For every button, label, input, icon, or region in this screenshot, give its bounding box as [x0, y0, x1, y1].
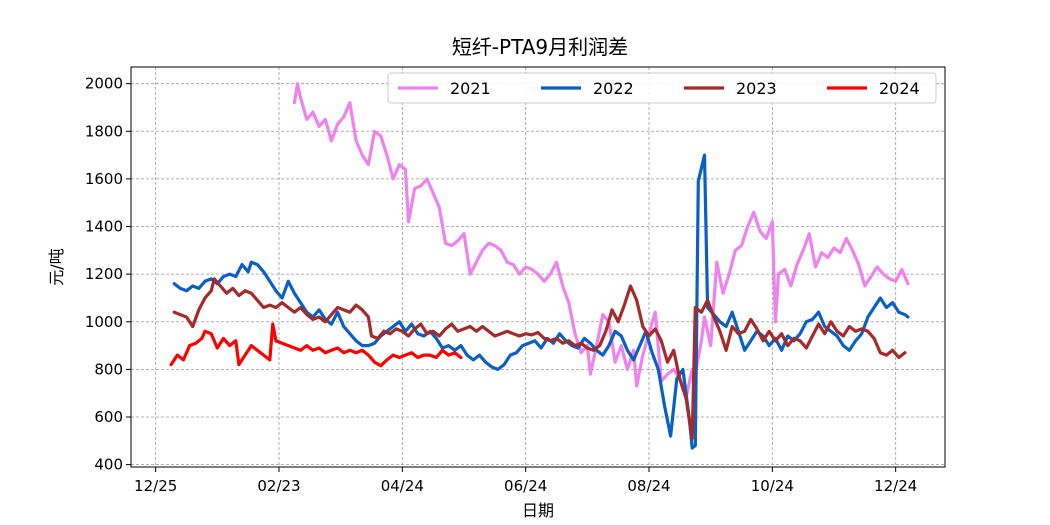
series-line-2024 — [169, 322, 463, 368]
legend-label-2021: 2021 — [450, 79, 491, 98]
x-axis-ticks: 12/25 02/23 04/24 06/24 08/24 10/24 12/24 — [134, 467, 917, 495]
x-tick-label: 08/24 — [627, 477, 670, 495]
x-tick-label: 12/25 — [134, 477, 177, 495]
legend-box — [387, 72, 937, 104]
x-axis-title: 日期 — [522, 501, 554, 520]
legend-label-2022: 2022 — [593, 79, 634, 98]
y-tick-label: 1600 — [85, 170, 123, 188]
x-tick-label: 04/24 — [381, 477, 424, 495]
y-axis-ticks: 400 600 800 1000 1200 1400 1600 1800 2000 — [85, 75, 131, 474]
series-line-2023 — [172, 277, 907, 440]
legend-label-2023: 2023 — [736, 79, 777, 98]
y-tick-label: 400 — [94, 456, 123, 474]
y-tick-label: 1400 — [85, 218, 123, 236]
x-tick-label: 06/24 — [504, 477, 547, 495]
series-line-2021 — [292, 82, 910, 400]
y-tick-label: 1000 — [85, 313, 123, 331]
legend-label-2024: 2024 — [879, 79, 920, 98]
y-tick-label: 1800 — [85, 122, 123, 140]
y-tick-label: 800 — [94, 360, 123, 378]
legend: 2021 2022 2023 2024 — [387, 72, 937, 104]
chart-title: 短纤-PTA9月利润差 — [452, 35, 628, 59]
x-tick-label: 10/24 — [751, 477, 794, 495]
y-axis-title: 元/吨 — [47, 248, 66, 285]
x-tick-label: 12/24 — [874, 477, 917, 495]
x-tick-label: 02/23 — [257, 477, 300, 495]
plot-frame — [130, 66, 946, 468]
y-tick-label: 2000 — [85, 75, 123, 93]
y-tick-label: 600 — [94, 408, 123, 426]
y-tick-label: 1200 — [85, 265, 123, 283]
series-lines — [169, 82, 910, 450]
